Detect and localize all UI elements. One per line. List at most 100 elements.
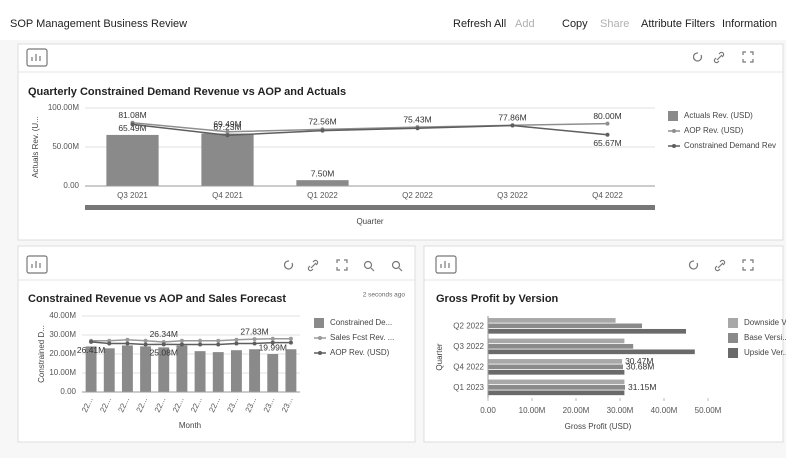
fullscreen-button[interactable] [742, 51, 754, 63]
x-tick-label: Q1 2022 [307, 191, 338, 200]
link-button[interactable] [307, 259, 319, 272]
y-tick-label: 0.00 [60, 387, 76, 396]
line-point [234, 341, 239, 346]
y-tick-label: Q3 2022 [453, 342, 484, 351]
bar [106, 134, 159, 186]
y-tick-label: 0.00 [63, 181, 79, 190]
action[interactable]: Copy [562, 18, 588, 30]
line-point [89, 339, 94, 344]
bar [212, 352, 224, 392]
refresh-button[interactable] [692, 52, 703, 62]
line-point [125, 341, 130, 346]
x-axis-title: Gross Profit (USD) [565, 422, 632, 431]
x-tick-label: Q4 2021 [212, 191, 243, 200]
data-label: 30.47M [625, 356, 653, 366]
action[interactable]: Share [600, 18, 629, 30]
bar [249, 349, 261, 392]
y-tick-label: Q2 2022 [453, 321, 484, 330]
legend-swatch [668, 111, 678, 121]
fullscreen-button[interactable] [336, 259, 348, 271]
line-point [605, 132, 610, 137]
legend-swatch [672, 129, 676, 133]
chart-subtitle: 2 seconds ago [363, 292, 406, 299]
line-point [288, 336, 293, 341]
legend-swatch [314, 318, 324, 328]
bar [488, 318, 616, 323]
legend-label[interactable]: Upside Ver... [744, 348, 786, 357]
line-point [161, 342, 166, 347]
x-tick-label: 40.00M [651, 406, 678, 415]
bar [285, 349, 297, 392]
line-point [216, 338, 221, 343]
refresh-button[interactable] [688, 260, 699, 270]
line-point [234, 337, 239, 342]
bar [488, 390, 625, 396]
action[interactable]: Add [515, 18, 535, 30]
line [91, 341, 291, 346]
legend-label[interactable]: Constrained Demand Rev [684, 141, 776, 150]
chart-type-button[interactable] [26, 48, 48, 67]
bar [488, 359, 623, 364]
data-label: 27.83M [240, 326, 268, 336]
link-button[interactable] [714, 259, 726, 272]
line-point [415, 126, 420, 131]
action[interactable]: Refresh All [453, 18, 506, 30]
line-point [605, 121, 610, 126]
data-label: 31.15M [628, 382, 656, 392]
page-title: SOP Management Business Review [10, 18, 187, 30]
header-bar [0, 0, 786, 40]
line [91, 338, 291, 343]
line-point [270, 336, 275, 341]
link-button[interactable] [713, 51, 725, 64]
legend-label[interactable]: Base Versi... [744, 333, 786, 342]
line-point [216, 342, 221, 347]
legend-label[interactable]: AOP Rev. (USD) [330, 348, 390, 357]
line-point [143, 342, 148, 347]
data-label: 26.34M [150, 329, 178, 339]
data-label: 75.43M [403, 114, 431, 124]
legend-swatch [318, 336, 322, 340]
line-point [125, 337, 130, 342]
x-tick-label: 50.00M [695, 406, 722, 415]
data-label: 77.86M [498, 113, 526, 123]
chart-title: Quarterly Constrained Demand Revenue vs … [28, 86, 346, 98]
x-tick-label: Q3 2022 [497, 191, 528, 200]
line-point [225, 133, 230, 138]
refresh-button[interactable] [283, 260, 294, 270]
x-tick-label: 30.00M [607, 406, 634, 415]
bar [488, 328, 686, 334]
bar [488, 349, 695, 355]
data-label: 80.00M [593, 111, 621, 121]
chart-type-button[interactable] [435, 255, 457, 274]
x-tick-label: Q3 2021 [117, 191, 148, 200]
zoom-in-button[interactable] [363, 260, 375, 272]
y-tick-label: 100.00M [48, 103, 79, 112]
scrollbar[interactable] [85, 205, 655, 210]
chart-title: Constrained Revenue vs AOP and Sales For… [28, 293, 286, 305]
line-point [252, 341, 257, 346]
legend-label[interactable]: Downside V... [744, 318, 786, 327]
line-point [510, 123, 515, 128]
action[interactable]: Attribute Filters [641, 18, 715, 30]
legend-label[interactable]: Sales Fcst Rev. ... [330, 333, 394, 342]
bar [488, 379, 625, 385]
action[interactable]: Information [722, 18, 777, 30]
data-label: 81.08M [118, 110, 146, 120]
zoom-out-button[interactable] [391, 260, 403, 272]
fullscreen-button[interactable] [742, 259, 754, 271]
x-tick-label: Q2 2022 [402, 191, 433, 200]
line [132, 123, 608, 137]
legend-label[interactable]: Actuals Rev. (USD) [684, 111, 753, 120]
chart-type-button[interactable] [26, 255, 48, 274]
legend-label[interactable]: Constrained De... [330, 318, 392, 327]
data-label: 65.67M [593, 138, 621, 148]
legend-label[interactable]: AOP Rev. (USD) [684, 126, 744, 135]
line-point [198, 338, 203, 343]
y-tick-label: 10.00M [49, 368, 76, 377]
data-label: 69.49M [213, 119, 241, 129]
y-axis-title: Quarter [435, 343, 444, 370]
line [132, 122, 608, 133]
data-label: 72.56M [308, 117, 336, 127]
y-axis-title: Actuals Rev. (U... [31, 116, 40, 178]
